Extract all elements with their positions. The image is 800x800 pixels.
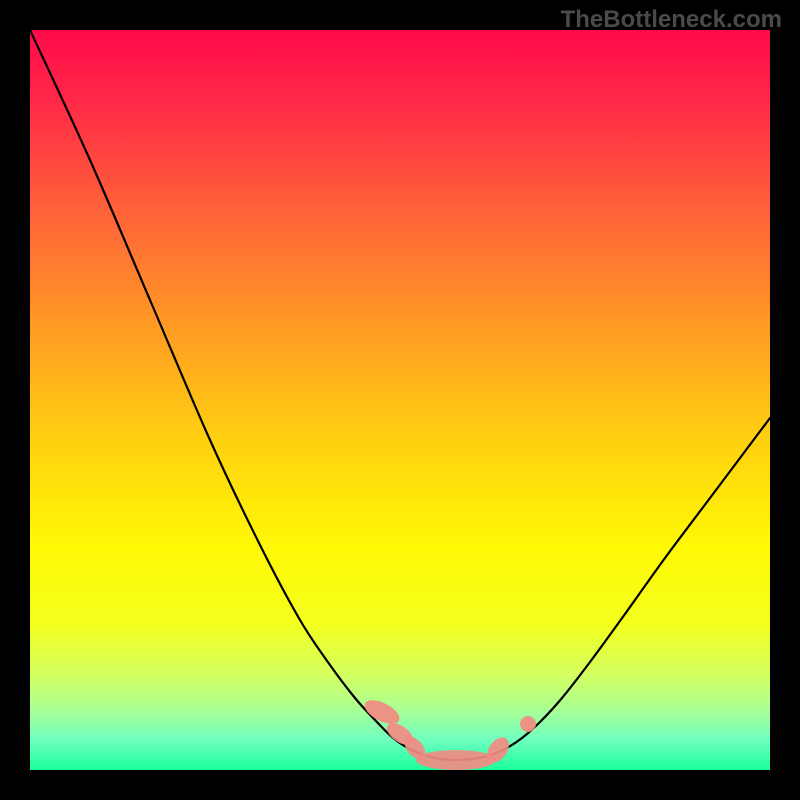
- lobe: [520, 716, 536, 732]
- plot-area: [30, 30, 770, 770]
- chart-container: TheBottleneck.com: [0, 0, 800, 800]
- curve-segment: [30, 30, 456, 760]
- curve-segment: [456, 418, 770, 760]
- bottleneck-curve: [30, 30, 770, 770]
- watermark-text: TheBottleneck.com: [561, 6, 782, 34]
- lobe: [416, 750, 496, 770]
